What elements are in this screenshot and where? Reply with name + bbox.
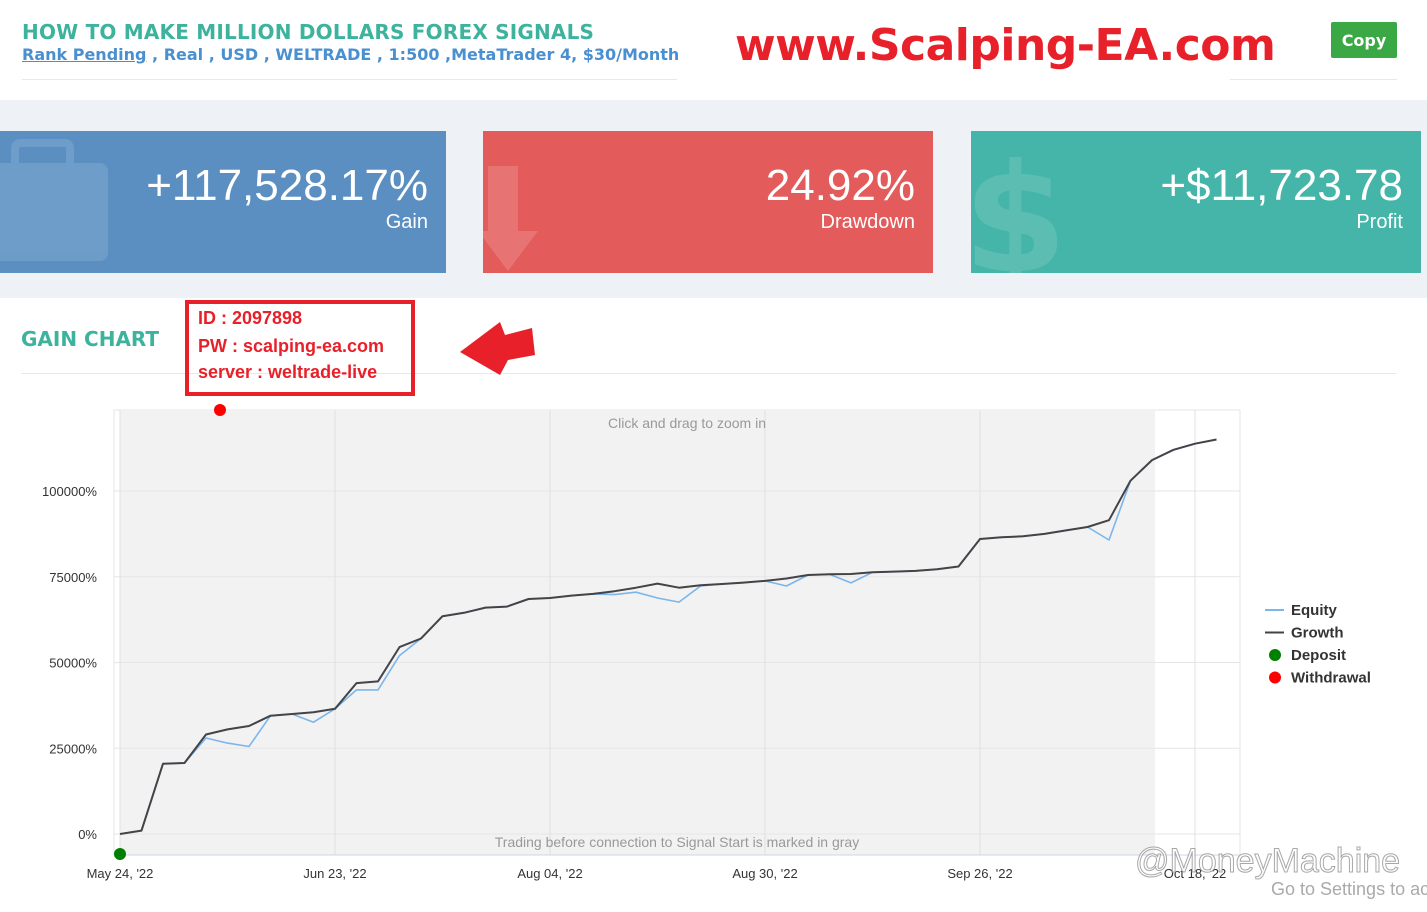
subtitle: Rank Pending , Real , USD , WELTRADE , 1… (22, 45, 679, 64)
drawdown-card: 24.92% Drawdown (483, 131, 933, 273)
copy-button[interactable]: Copy (1331, 22, 1397, 58)
pointer-arrow (460, 322, 535, 375)
stat-value: +$11,723.78 (1160, 161, 1403, 210)
stat-label: Drawdown (820, 211, 915, 233)
profit-card: $ +$11,723.78 Profit (971, 131, 1421, 273)
legend-label: Deposit (1291, 647, 1346, 664)
legend-swatch (1269, 649, 1281, 661)
watermark: @MoneyMachine (1135, 842, 1400, 880)
x-tick-label: Sep 26, '22 (947, 866, 1012, 881)
section-title: GAIN CHART (21, 327, 160, 351)
legend-label: Equity (1291, 602, 1337, 619)
gain-card: +117,528.17% Gain (0, 131, 446, 273)
svg-text:$: $ (971, 133, 1067, 273)
details: , Real , USD , WELTRADE , 1:500 ,MetaTra… (146, 45, 680, 64)
legend-label: Withdrawal (1291, 670, 1371, 687)
stat-value: +117,528.17% (146, 161, 428, 210)
legend-label: Growth (1291, 625, 1344, 642)
series-line (119, 438, 1217, 835)
divider (22, 79, 677, 80)
y-tick-label: 25000% (49, 741, 97, 756)
credential: PW : scalping-ea.com (198, 336, 385, 356)
pre-connection-shade (120, 410, 1155, 855)
x-tick-label: Oct 18, '22 (1164, 866, 1226, 881)
x-tick-label: May 24, '22 (87, 866, 154, 881)
annotation: Click and drag to zoom in (608, 415, 766, 431)
x-tick-label: Aug 04, '22 (517, 866, 582, 881)
credential: ID : 2097898 (198, 308, 303, 328)
stat-value: 24.92% (765, 161, 915, 210)
banner: www.Scalping-EA.com (735, 20, 1276, 71)
page-title: HOW TO MAKE MILLION DOLLARS FOREX SIGNAL… (22, 20, 595, 44)
credentials-box: ID : 2097898 PW : scalping-ea.com server… (185, 300, 415, 396)
briefcase-icon (0, 139, 108, 261)
dollar-icon: $ (971, 133, 1067, 273)
x-tick-label: Jun 23, '22 (303, 866, 366, 881)
arrow-icon (483, 166, 538, 271)
divider (21, 373, 1396, 374)
os-notice: Go to Settings to ac (1271, 879, 1427, 899)
y-tick-label: 100000% (42, 484, 97, 499)
withdrawal-marker (214, 404, 226, 416)
deposit-marker (114, 848, 126, 860)
rank-link[interactable]: Rank Pending (22, 45, 147, 64)
stat-label: Gain (385, 211, 428, 233)
y-tick-label: 50000% (49, 656, 97, 671)
annotation: Trading before connection to Signal Star… (495, 834, 859, 850)
stat-label: Profit (1356, 211, 1403, 233)
credential: server : weltrade-live (198, 362, 378, 382)
divider (1230, 79, 1397, 80)
legend-swatch (1269, 671, 1281, 684)
y-tick-label: 0% (78, 827, 97, 842)
y-tick-label: 75000% (49, 570, 97, 585)
x-tick-label: Aug 30, '22 (732, 866, 797, 881)
